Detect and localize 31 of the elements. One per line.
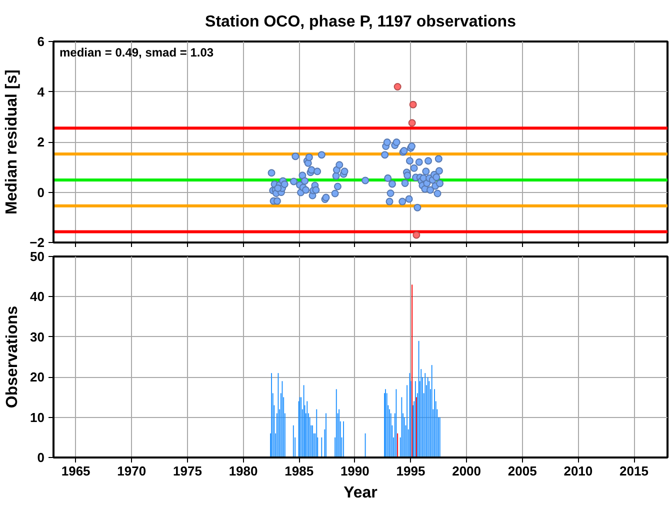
annotation: median = 0.49, smad = 1.03 bbox=[60, 46, 214, 60]
x-tick-label: 2005 bbox=[508, 464, 537, 478]
point bbox=[394, 82, 402, 90]
x-tick-label: 1995 bbox=[396, 464, 426, 478]
x-tick-label: 1965 bbox=[61, 464, 90, 478]
x-tick-label: 2015 bbox=[620, 464, 648, 478]
point bbox=[412, 231, 420, 239]
point bbox=[408, 119, 416, 127]
y-tick-label: 6 bbox=[37, 34, 45, 49]
chart-title: Station OCO, phase P, 1197 observations bbox=[205, 14, 516, 30]
x-tick-label: 1975 bbox=[173, 464, 202, 478]
x-tick-label: 1985 bbox=[284, 464, 314, 478]
x-tick-label: 2010 bbox=[564, 464, 593, 478]
y-tick-label: 4 bbox=[37, 84, 46, 100]
x-tick-label: 1990 bbox=[340, 464, 370, 478]
y-tick-label: 0 bbox=[37, 184, 45, 200]
y-tick-label: 10 bbox=[30, 410, 45, 425]
y-tick-label: 2 bbox=[37, 134, 45, 150]
x-tick-label: 1980 bbox=[228, 464, 258, 478]
x-tick-label: 1970 bbox=[117, 464, 146, 478]
y-tick-label: 40 bbox=[30, 289, 45, 304]
point bbox=[409, 100, 417, 108]
y-axis-title: Median residual [s] bbox=[4, 70, 21, 214]
y-tick-label: 50 bbox=[30, 249, 45, 264]
y-tick-label: 0 bbox=[37, 450, 45, 465]
y-tick-label: −2 bbox=[30, 235, 45, 250]
x-axis-title: Year bbox=[344, 484, 378, 502]
x-tick-label: 2000 bbox=[452, 464, 482, 478]
y-tick-label: 20 bbox=[30, 370, 45, 385]
y-tick-label: 30 bbox=[30, 329, 45, 344]
y-axis-title: Observations bbox=[4, 306, 22, 408]
